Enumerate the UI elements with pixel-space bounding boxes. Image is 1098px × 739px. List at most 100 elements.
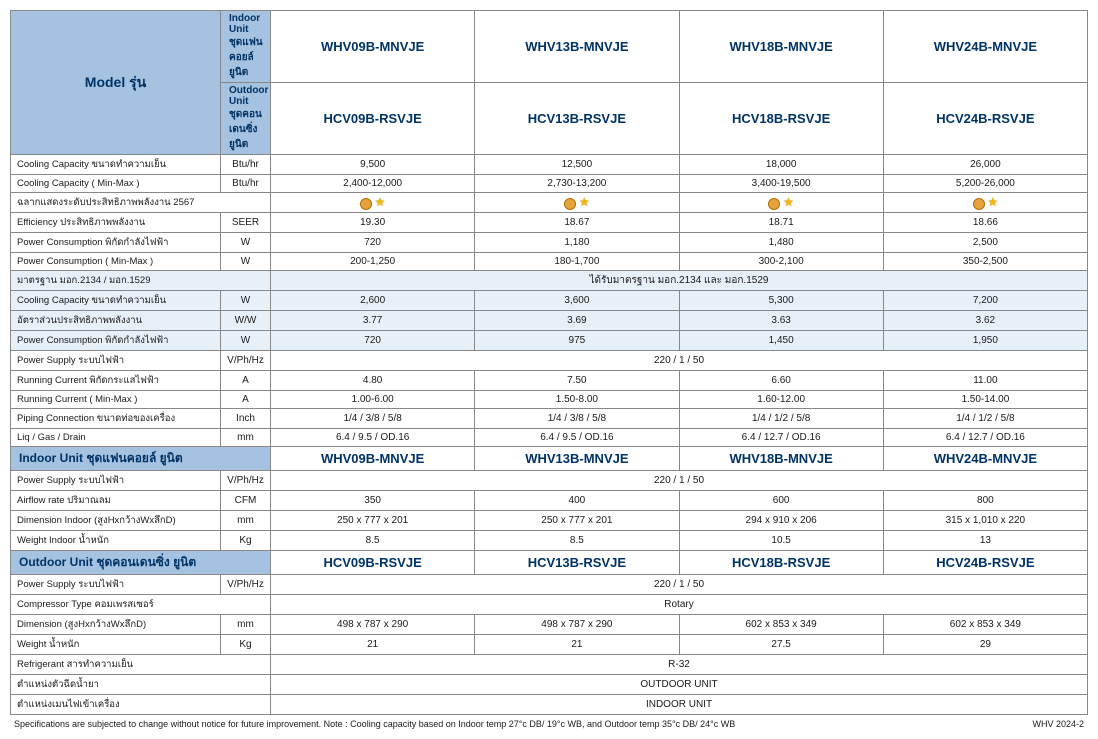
table-row: Power Consumption พิกัดกำลังไฟฟ้าW7201,1… — [11, 233, 1088, 253]
model-indoor-0: WHV09B-MNVJE — [271, 11, 475, 83]
outdoor-val-3-3: 29 — [883, 635, 1087, 655]
table-row: Power Supply ระบบไฟฟ้าV/Ph/Hz220 / 1 / 5… — [11, 575, 1088, 595]
main-val-13-0: 1/4 / 3/8 / 5/8 — [271, 409, 475, 429]
indoor-unit-2: mm — [221, 511, 271, 531]
indoor-label-1: Airflow rate ปริมาณลม — [11, 491, 221, 511]
indoor-merged-0: 220 / 1 / 50 — [271, 471, 1088, 491]
indoor-val-3-0: 8.5 — [271, 531, 475, 551]
indoor-val-2-0: 250 x 777 x 201 — [271, 511, 475, 531]
table-row: Compressor Type คอมเพรสเซอร์Rotary — [11, 595, 1088, 615]
star-icon: ★ — [783, 195, 794, 209]
table-row: ตำแหน่งเมนไฟเข้าเครื่องINDOOR UNIT — [11, 695, 1088, 715]
outdoor-model-3: HCV24B-RSVJE — [883, 551, 1087, 575]
main-val-5-2: 300-2,100 — [679, 253, 883, 271]
outdoor-val-2-0: 498 x 787 x 290 — [271, 615, 475, 635]
main-label-10: Power Supply ระบบไฟฟ้า — [11, 351, 221, 371]
main-val-12-0: 1.00-6.00 — [271, 391, 475, 409]
energy-badge-icon — [360, 198, 372, 210]
footer-note: Specifications are subjected to change w… — [14, 719, 735, 729]
table-row: Refrigerant สารทำความเย็นR-32 — [11, 655, 1088, 675]
main-val-7-3: 7,200 — [883, 291, 1087, 311]
outdoor-section-header: Outdoor Unit ชุดคอนเดนซิ่ง ยูนิต — [11, 551, 271, 575]
main-val-9-0: 720 — [271, 331, 475, 351]
table-row: Running Current ( Min-Max )A1.00-6.001.5… — [11, 391, 1088, 409]
indoor-label-3: Weight Indoor น้ำหนัก — [11, 531, 221, 551]
outdoor-model-2: HCV18B-RSVJE — [679, 551, 883, 575]
main-label-0: Cooling Capacity ขนาดทำความเย็น — [11, 155, 221, 175]
indoor-model-1: WHV13B-MNVJE — [475, 447, 679, 471]
indoor-val-3-1: 8.5 — [475, 531, 679, 551]
model-outdoor-2: HCV18B-RSVJE — [679, 83, 883, 155]
main-val-3-1: 18.67 — [475, 213, 679, 233]
table-row: Cooling Capacity ( Min-Max )Btu/hr2,400-… — [11, 175, 1088, 193]
main-val-11-0: 4.80 — [271, 371, 475, 391]
main-val-12-1: 1.50-8.00 — [475, 391, 679, 409]
main-val-1-1: 2,730-13,200 — [475, 175, 679, 193]
main-val-5-3: 350-2,500 — [883, 253, 1087, 271]
table-row: Weight Indoor น้ำหนักKg8.58.510.513 — [11, 531, 1088, 551]
indoor-val-1-3: 800 — [883, 491, 1087, 511]
footer-code: WHV 2024-2 — [1032, 719, 1084, 729]
main-unit-8: W/W — [221, 311, 271, 331]
outdoor-unit-header: Outdoor Unit ชุดคอนเดนซิ่ง ยูนิต — [221, 83, 271, 155]
main-val-12-3: 1.50-14.00 — [883, 391, 1087, 409]
main-unit-9: W — [221, 331, 271, 351]
outdoor-label-2: Dimension (สูงHxกว้างWxลึกD) — [11, 615, 221, 635]
table-row: Model รุ่นIndoor Unit ชุดแฟนคอยล์ ยูนิตW… — [11, 11, 1088, 83]
main-val-1-2: 3,400-19,500 — [679, 175, 883, 193]
main-val-3-3: 18.66 — [883, 213, 1087, 233]
table-row: Power Supply ระบบไฟฟ้าV/Ph/Hz220 / 1 / 5… — [11, 351, 1088, 371]
outdoor-label-6: ตำแหน่งเมนไฟเข้าเครื่อง — [11, 695, 271, 715]
table-row: Liq / Gas / Drainmm6.4 / 9.5 / OD.166.4 … — [11, 429, 1088, 447]
indoor-model-2: WHV18B-MNVJE — [679, 447, 883, 471]
model-label-cell: Model รุ่น — [11, 11, 221, 155]
model-indoor-1: WHV13B-MNVJE — [475, 11, 679, 83]
outdoor-label-3: Weight น้ำหนัก — [11, 635, 221, 655]
main-val-4-0: 720 — [271, 233, 475, 253]
main-label-9: Power Consumption พิกัดกำลังไฟฟ้า — [11, 331, 221, 351]
main-val-1-0: 2,400-12,000 — [271, 175, 475, 193]
outdoor-val-3-1: 21 — [475, 635, 679, 655]
footer-row: Specifications are subjected to change w… — [10, 719, 1088, 729]
main-val-14-0: 6.4 / 9.5 / OD.16 — [271, 429, 475, 447]
indoor-val-1-0: 350 — [271, 491, 475, 511]
main-val-2-2: ★ — [679, 193, 883, 213]
main-label-1: Cooling Capacity ( Min-Max ) — [11, 175, 221, 193]
outdoor-merged-4: R-32 — [271, 655, 1088, 675]
main-val-14-1: 6.4 / 9.5 / OD.16 — [475, 429, 679, 447]
main-unit-1: Btu/hr — [221, 175, 271, 193]
main-val-2-0: ★ — [271, 193, 475, 213]
main-val-9-1: 975 — [475, 331, 679, 351]
indoor-val-3-3: 13 — [883, 531, 1087, 551]
main-label-6: มาตรฐาน มอก.2134 / มอก.1529 — [11, 271, 271, 291]
table-row: Cooling Capacity ขนาดทำความเย็นBtu/hr9,5… — [11, 155, 1088, 175]
main-val-2-3: ★ — [883, 193, 1087, 213]
indoor-label-2: Dimension Indoor (สูงHxกว้างWxลึกD) — [11, 511, 221, 531]
main-label-5: Power Consumption ( Min-Max ) — [11, 253, 221, 271]
main-val-7-1: 3,600 — [475, 291, 679, 311]
main-val-7-2: 5,300 — [679, 291, 883, 311]
indoor-unit-1: CFM — [221, 491, 271, 511]
table-row: Power Consumption ( Min-Max )W200-1,2501… — [11, 253, 1088, 271]
outdoor-val-2-1: 498 x 787 x 290 — [475, 615, 679, 635]
outdoor-val-3-2: 27.5 — [679, 635, 883, 655]
main-val-9-2: 1,450 — [679, 331, 883, 351]
indoor-val-2-2: 294 x 910 x 206 — [679, 511, 883, 531]
indoor-model-0: WHV09B-MNVJE — [271, 447, 475, 471]
main-val-8-0: 3.77 — [271, 311, 475, 331]
main-label-13: Piping Connection ขนาดท่อของเครื่อง — [11, 409, 221, 429]
energy-badge-icon — [768, 198, 780, 210]
star-icon: ★ — [987, 195, 998, 209]
spec-table: Model รุ่นIndoor Unit ชุดแฟนคอยล์ ยูนิตW… — [10, 10, 1088, 715]
main-unit-5: W — [221, 253, 271, 271]
main-unit-3: SEER — [221, 213, 271, 233]
main-val-8-2: 3.63 — [679, 311, 883, 331]
main-val-0-3: 26,000 — [883, 155, 1087, 175]
main-label-8: อัตราส่วนประสิทธิภาพพลังงาน — [11, 311, 221, 331]
main-val-0-1: 12,500 — [475, 155, 679, 175]
main-unit-11: A — [221, 371, 271, 391]
table-row: Efficiency ประสิทธิภาพพลังงานSEER19.3018… — [11, 213, 1088, 233]
main-val-8-3: 3.62 — [883, 311, 1087, 331]
main-unit-10: V/Ph/Hz — [221, 351, 271, 371]
model-outdoor-0: HCV09B-RSVJE — [271, 83, 475, 155]
